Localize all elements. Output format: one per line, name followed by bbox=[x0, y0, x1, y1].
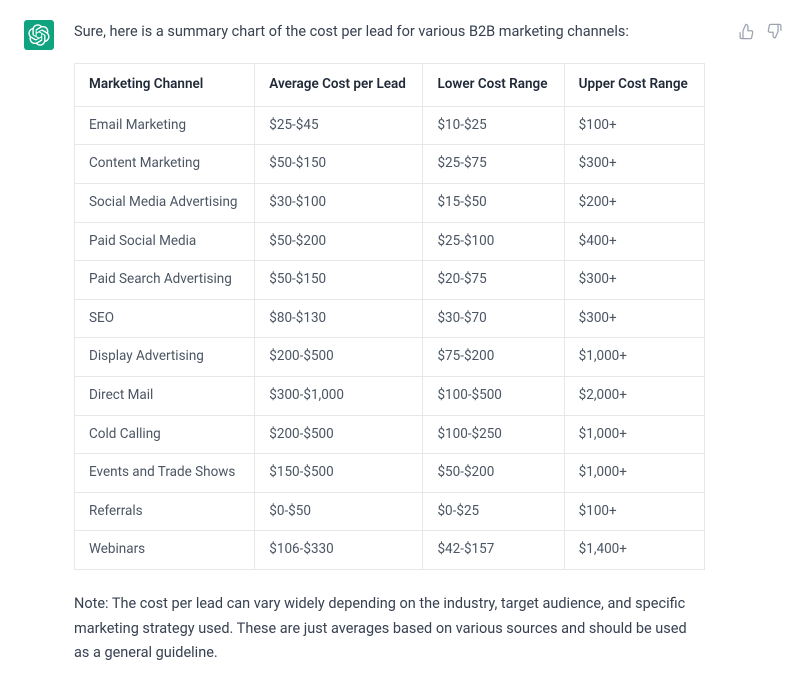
table-cell: $100-$250 bbox=[423, 415, 564, 454]
thumbs-down-button[interactable] bbox=[765, 22, 783, 40]
assistant-message: Sure, here is a summary chart of the cos… bbox=[0, 0, 807, 686]
table-cell: $300+ bbox=[564, 261, 704, 300]
table-cell: $50-$200 bbox=[255, 222, 423, 261]
table-cell: $400+ bbox=[564, 222, 704, 261]
assistant-avatar bbox=[24, 20, 54, 50]
table-cell: $1,000+ bbox=[564, 415, 704, 454]
thumbs-down-icon bbox=[766, 23, 783, 40]
table-cell: Paid Social Media bbox=[75, 222, 255, 261]
table-cell: Events and Trade Shows bbox=[75, 454, 255, 493]
table-cell: $0-$50 bbox=[255, 492, 423, 531]
table-row: Cold Calling$200-$500$100-$250$1,000+ bbox=[75, 415, 705, 454]
table-cell: $80-$130 bbox=[255, 299, 423, 338]
table-cell: $300+ bbox=[564, 145, 704, 184]
table-cell: $25-$75 bbox=[423, 145, 564, 184]
table-cell: $75-$200 bbox=[423, 338, 564, 377]
table-cell: $15-$50 bbox=[423, 183, 564, 222]
table-row: Content Marketing$50-$150$25-$75$300+ bbox=[75, 145, 705, 184]
table-cell: $150-$500 bbox=[255, 454, 423, 493]
table-cell: $100+ bbox=[564, 492, 704, 531]
openai-logo-icon bbox=[28, 24, 50, 46]
table-cell: Paid Search Advertising bbox=[75, 261, 255, 300]
table-cell: $42-$157 bbox=[423, 531, 564, 570]
thumbs-up-button[interactable] bbox=[737, 22, 755, 40]
col-header: Average Cost per Lead bbox=[255, 64, 423, 107]
col-header: Upper Cost Range bbox=[564, 64, 704, 107]
table-cell: $200-$500 bbox=[255, 338, 423, 377]
table-cell: $30-$100 bbox=[255, 183, 423, 222]
thumbs-up-icon bbox=[738, 23, 755, 40]
table-row: SEO$80-$130$30-$70$300+ bbox=[75, 299, 705, 338]
intro-text: Sure, here is a summary chart of the cos… bbox=[74, 20, 705, 43]
feedback-buttons bbox=[737, 22, 783, 666]
table-row: Display Advertising$200-$500$75-$200$1,0… bbox=[75, 338, 705, 377]
table-cell: Direct Mail bbox=[75, 376, 255, 415]
table-cell: SEO bbox=[75, 299, 255, 338]
table-cell: $100-$500 bbox=[423, 376, 564, 415]
message-content: Sure, here is a summary chart of the cos… bbox=[74, 20, 705, 666]
col-header: Lower Cost Range bbox=[423, 64, 564, 107]
table-row: Webinars$106-$330$42-$157$1,400+ bbox=[75, 531, 705, 570]
table-cell: $300-$1,000 bbox=[255, 376, 423, 415]
table-cell: Webinars bbox=[75, 531, 255, 570]
table-cell: $30-$70 bbox=[423, 299, 564, 338]
table-cell: Email Marketing bbox=[75, 106, 255, 145]
table-cell: Content Marketing bbox=[75, 145, 255, 184]
table-cell: $20-$75 bbox=[423, 261, 564, 300]
table-row: Social Media Advertising$30-$100$15-$50$… bbox=[75, 183, 705, 222]
table-row: Email Marketing$25-$45$10-$25$100+ bbox=[75, 106, 705, 145]
table-row: Direct Mail$300-$1,000$100-$500$2,000+ bbox=[75, 376, 705, 415]
table-row: Paid Social Media$50-$200$25-$100$400+ bbox=[75, 222, 705, 261]
table-cell: Display Advertising bbox=[75, 338, 255, 377]
table-row: Paid Search Advertising$50-$150$20-$75$3… bbox=[75, 261, 705, 300]
table-cell: Cold Calling bbox=[75, 415, 255, 454]
table-cell: $50-$150 bbox=[255, 261, 423, 300]
table-cell: Social Media Advertising bbox=[75, 183, 255, 222]
table-cell: Referrals bbox=[75, 492, 255, 531]
table-cell: $100+ bbox=[564, 106, 704, 145]
table-row: Referrals$0-$50$0-$25$100+ bbox=[75, 492, 705, 531]
cost-per-lead-table: Marketing Channel Average Cost per Lead … bbox=[74, 63, 705, 570]
note-text: Note: The cost per lead can vary widely … bbox=[74, 592, 705, 666]
table-body: Email Marketing$25-$45$10-$25$100+Conten… bbox=[75, 106, 705, 569]
table-cell: $1,000+ bbox=[564, 454, 704, 493]
table-row: Events and Trade Shows$150-$500$50-$200$… bbox=[75, 454, 705, 493]
table-cell: $50-$150 bbox=[255, 145, 423, 184]
table-cell: $50-$200 bbox=[423, 454, 564, 493]
table-cell: $1,400+ bbox=[564, 531, 704, 570]
col-header: Marketing Channel bbox=[75, 64, 255, 107]
table-cell: $106-$330 bbox=[255, 531, 423, 570]
table-cell: $200-$500 bbox=[255, 415, 423, 454]
table-cell: $2,000+ bbox=[564, 376, 704, 415]
table-header-row: Marketing Channel Average Cost per Lead … bbox=[75, 64, 705, 107]
table-cell: $1,000+ bbox=[564, 338, 704, 377]
table-cell: $25-$45 bbox=[255, 106, 423, 145]
table-cell: $25-$100 bbox=[423, 222, 564, 261]
table-cell: $10-$25 bbox=[423, 106, 564, 145]
table-cell: $0-$25 bbox=[423, 492, 564, 531]
table-cell: $200+ bbox=[564, 183, 704, 222]
table-cell: $300+ bbox=[564, 299, 704, 338]
